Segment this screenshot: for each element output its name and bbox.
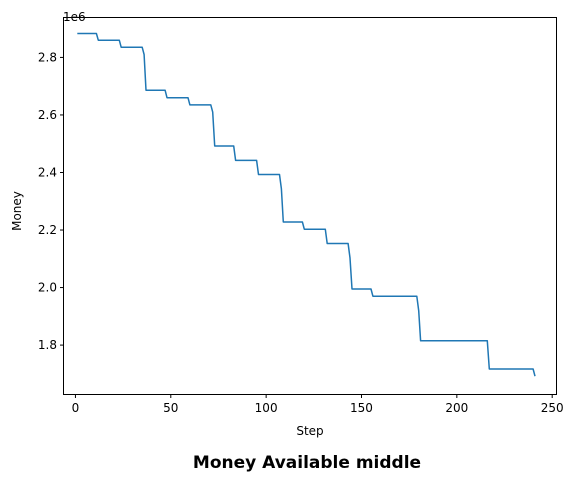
y-tick-label: 2.6 (38, 108, 57, 122)
y-tick-label: 2.0 (38, 281, 57, 295)
x-tick-label: 0 (72, 401, 80, 415)
plot-frame (63, 17, 557, 395)
series-line-0 (77, 32, 536, 377)
chart-title: Money Available middle (193, 453, 421, 473)
y-axis-label: Money (10, 191, 24, 231)
x-tick-label: 150 (350, 401, 373, 415)
x-tick-label: 100 (255, 401, 278, 415)
y-tick-label: 2.8 (38, 50, 57, 64)
x-tick-label: 200 (445, 401, 468, 415)
y-tick-label: 1.8 (38, 338, 57, 352)
x-axis-label: Step (296, 424, 323, 438)
x-tick-label: 250 (541, 401, 564, 415)
y-tick-label: 2.4 (38, 165, 57, 179)
x-tick-label: 50 (163, 401, 178, 415)
y-offset-label: 1e6 (63, 10, 86, 24)
y-tick-label: 2.2 (38, 223, 57, 237)
